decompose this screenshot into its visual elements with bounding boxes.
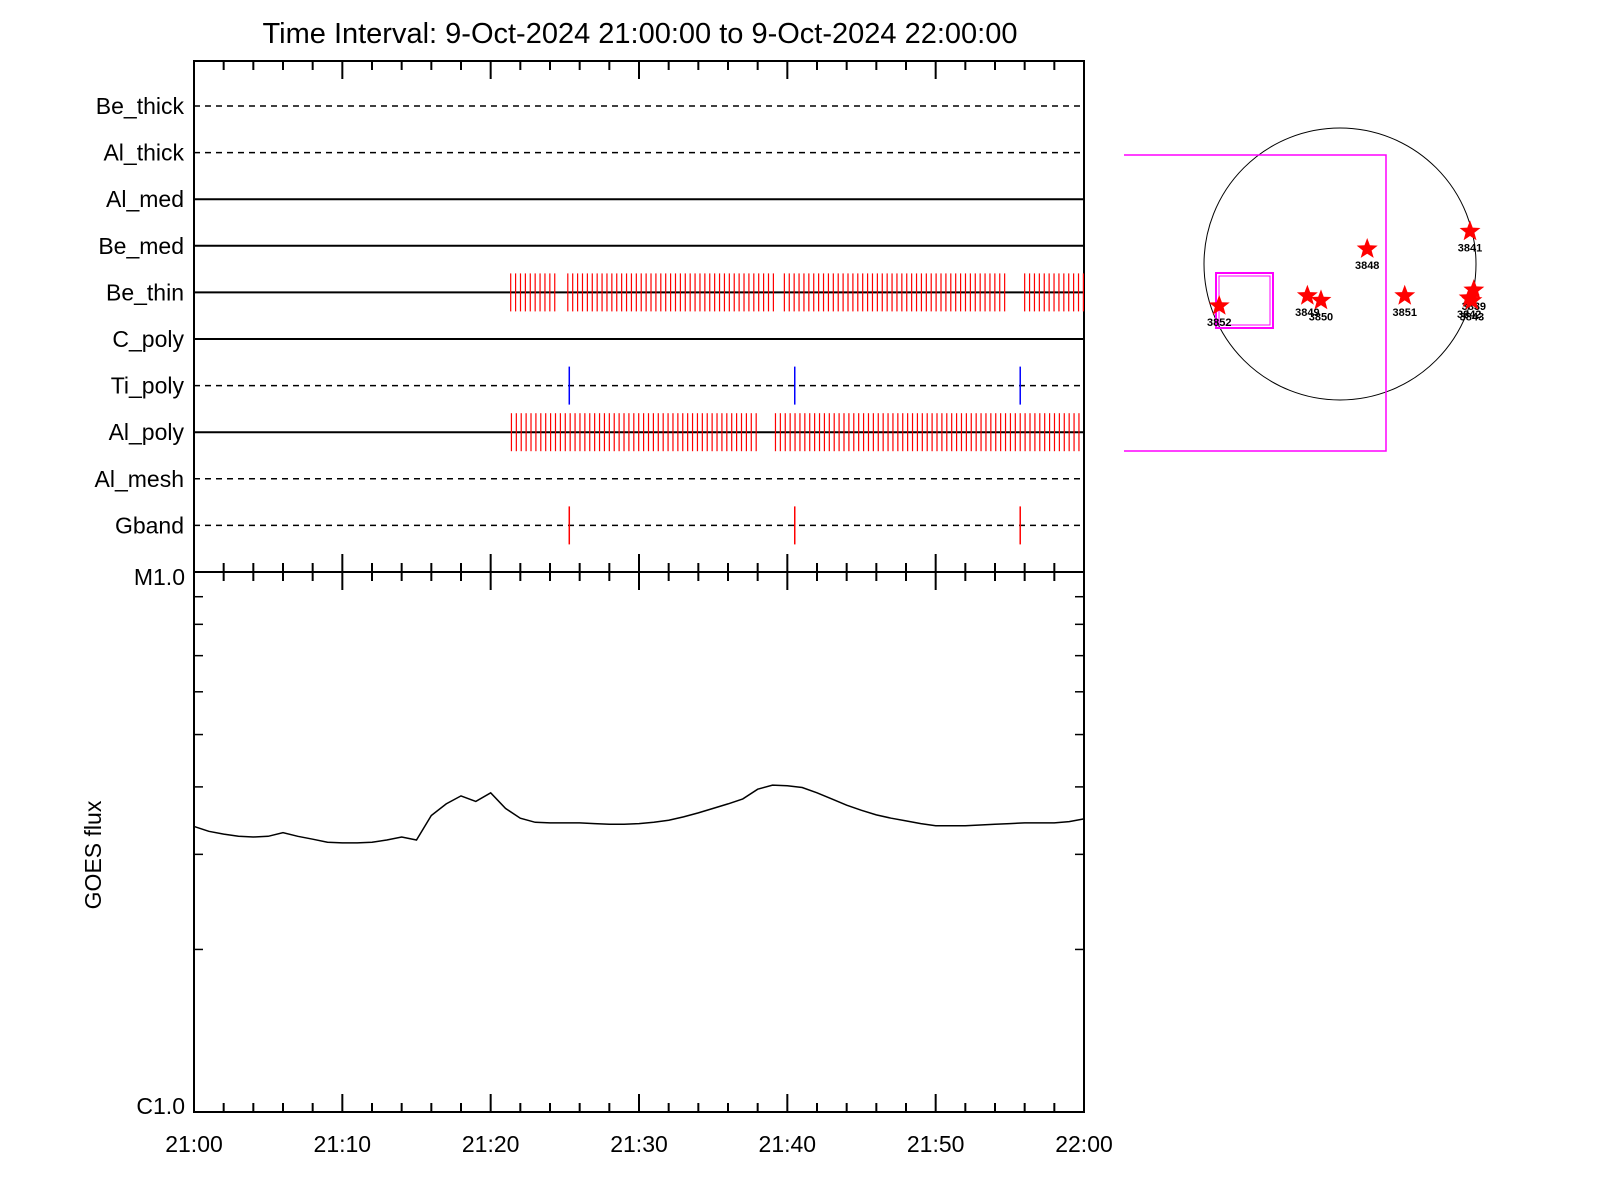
- timeline-panel: Be_thick Al_thick Al_med Be_med Be_thin C_pol…: [95, 60, 1085, 573]
- x-tick-label: 21:00: [165, 1131, 223, 1157]
- active-region-label: 3841: [1458, 242, 1482, 254]
- active-region-star: [1394, 284, 1416, 305]
- active-region-star: [1296, 284, 1318, 305]
- active-region-star: [1208, 294, 1230, 315]
- active-region-star: [1356, 238, 1378, 258]
- target-box: [1215, 272, 1274, 329]
- active-region-label: 3848: [1355, 260, 1379, 272]
- row-label-c-poly: C_poly: [112, 326, 184, 352]
- active-region-star: [1459, 220, 1481, 241]
- x-tick-label: 21:50: [907, 1131, 965, 1157]
- row-label-be-thick: Be_thick: [96, 93, 185, 119]
- row-label-ti-poly: Ti_poly: [111, 373, 185, 399]
- y-tick-label: M1.0: [134, 564, 185, 590]
- row-label-al-mesh: Al_mesh: [95, 466, 184, 492]
- active-region-label: 3842: [1457, 309, 1481, 321]
- x-tick-label: 21:10: [314, 1131, 372, 1157]
- active-region-label: 3852: [1207, 317, 1231, 329]
- active-region-star: [1461, 289, 1483, 310]
- active-region-label: 3850: [1309, 311, 1333, 323]
- row-label-gband: Gband: [115, 512, 184, 538]
- active-region-label: 3843: [1460, 312, 1484, 324]
- row-label-al-thick: Al_thick: [103, 140, 184, 166]
- x-tick-label: 21:30: [610, 1131, 668, 1157]
- x-tick-label: 22:00: [1055, 1131, 1113, 1157]
- row-label-al-poly: Al_poly: [109, 419, 185, 445]
- x-tick-label: 21:20: [462, 1131, 520, 1157]
- active-region-label: 3849: [1295, 307, 1319, 319]
- active-region-star: [1463, 279, 1485, 299]
- instrument-fov-box: [1124, 154, 1387, 452]
- active-region-star: [1310, 289, 1332, 310]
- row-label-al-med: Al_med: [106, 186, 184, 212]
- timeline-frame: [193, 60, 1085, 573]
- active-region-star: [1458, 287, 1480, 307]
- active-region-label: 3851: [1392, 307, 1416, 319]
- row-label-be-med: Be_med: [98, 233, 184, 259]
- x-tick-label: 21:40: [759, 1131, 817, 1157]
- y-tick-label: C1.0: [136, 1093, 185, 1119]
- goes-flux-line: [193, 784, 1085, 844]
- chart-title: Time Interval: 9-Oct-2024 21:00:00 to 9-…: [263, 18, 1018, 50]
- row-label-be-thin: Be_thin: [106, 279, 184, 305]
- solar-disk-outline: [1203, 127, 1477, 401]
- goes-flux-panel: GOES flux 21:00 21:10 21:20 21:30 21:40 21:50…: [80, 564, 1113, 1157]
- y-axis-label: GOES flux: [80, 800, 106, 909]
